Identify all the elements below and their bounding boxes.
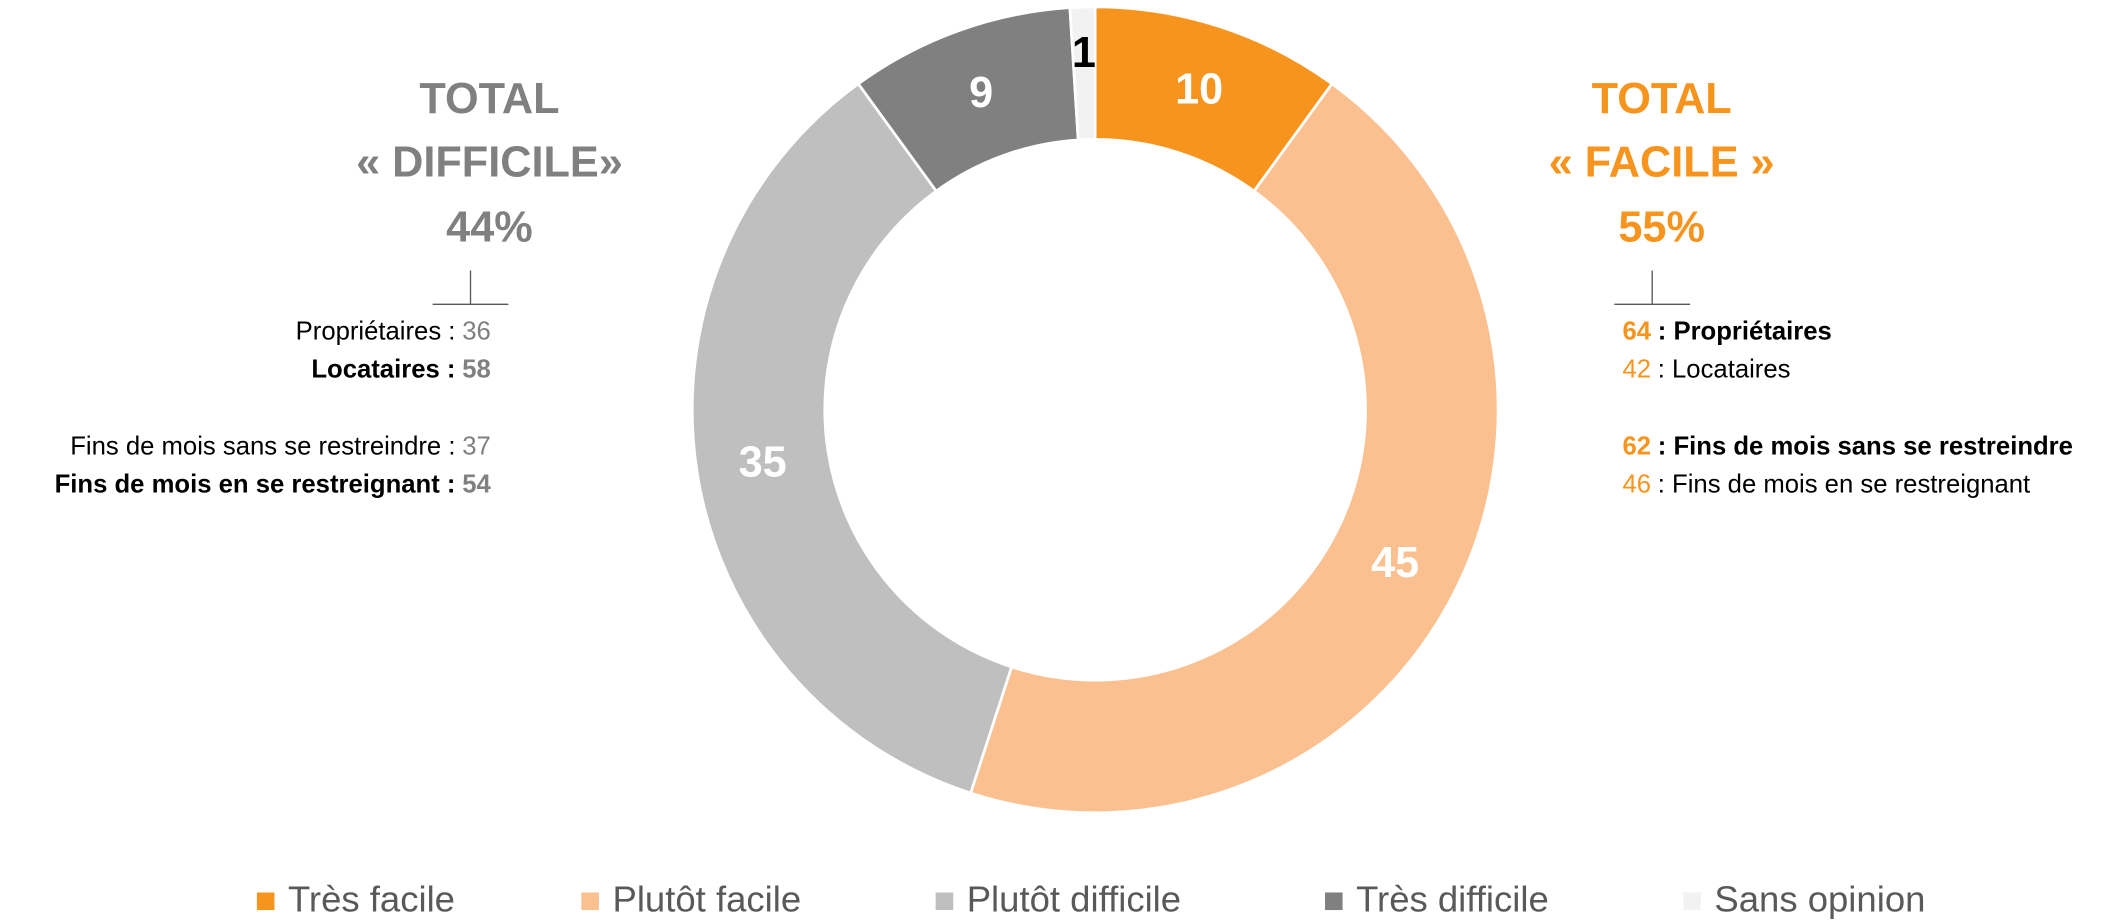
data-label: 10 <box>1175 66 1223 114</box>
legend-label: Très facile <box>288 879 455 920</box>
breakdown-item: Fins de mois en se restreignant :54 <box>55 470 492 498</box>
breakdown-value: 37 <box>462 432 491 460</box>
breakdown-label: : Fins de mois sans se restreindre <box>1658 432 2073 460</box>
legend-swatch <box>935 892 954 911</box>
breakdown-item: 46: Fins de mois en se restreignant <box>1622 470 2030 498</box>
panel-total: 55% <box>1618 203 1705 251</box>
breakdown-label: Propriétaires : <box>296 318 456 346</box>
panel-title: « DIFFICILE» <box>356 139 623 187</box>
breakdown-value: 42 <box>1622 355 1651 383</box>
data-label: 35 <box>739 439 787 487</box>
breakdown-item: Propriétaires :36 <box>296 318 491 346</box>
breakdown-value: 58 <box>462 355 491 383</box>
donut-slice <box>968 81 1500 815</box>
donut-slice <box>1068 5 1097 142</box>
breakdown-value: 54 <box>462 470 491 498</box>
breakdown-label: Fins de mois sans se restreindre : <box>70 432 455 460</box>
breakdown-item: 64: Propriétaires <box>1622 318 1831 346</box>
breakdown-label: : Fins de mois en se restreignant <box>1658 470 2030 498</box>
breakdown-value: 64 <box>1622 318 1651 346</box>
data-label: 1 <box>1072 29 1096 77</box>
breakdown-label: Fins de mois en se restreignant : <box>55 470 456 498</box>
panel-title: « FACILE » <box>1549 139 1775 187</box>
legend-swatch <box>256 892 275 911</box>
legend-label: Sans opinion <box>1714 879 1925 920</box>
breakdown-value: 62 <box>1622 432 1651 460</box>
legend-swatch <box>1683 892 1701 911</box>
breakdown-item: 42: Locataires <box>1622 355 1790 383</box>
data-label: 9 <box>969 69 993 117</box>
breakdown-label: : Propriétaires <box>1658 318 1832 346</box>
breakdown-label: Locataires : <box>311 355 455 383</box>
breakdown-value: 46 <box>1622 470 1651 498</box>
legend-label: Plutôt difficile <box>967 879 1181 920</box>
panel-title: TOTAL <box>419 75 559 123</box>
legend-label: Plutôt facile <box>612 879 801 920</box>
legend-label: Très difficile <box>1356 879 1549 920</box>
breakdown-value: 36 <box>462 318 491 346</box>
panel-total: 44% <box>446 203 533 251</box>
donut-slice <box>690 81 1014 795</box>
breakdown-label: : Locataires <box>1658 355 1791 383</box>
legend-swatch <box>1325 892 1343 911</box>
data-label: 45 <box>1371 539 1419 587</box>
breakdown-item: Locataires :58 <box>311 355 490 383</box>
breakdown-item: Fins de mois sans se restreindre :37 <box>70 432 491 460</box>
panel-title: TOTAL <box>1592 75 1732 123</box>
breakdown-item: 62: Fins de mois sans se restreindre <box>1622 432 2073 460</box>
legend-swatch <box>581 892 599 911</box>
